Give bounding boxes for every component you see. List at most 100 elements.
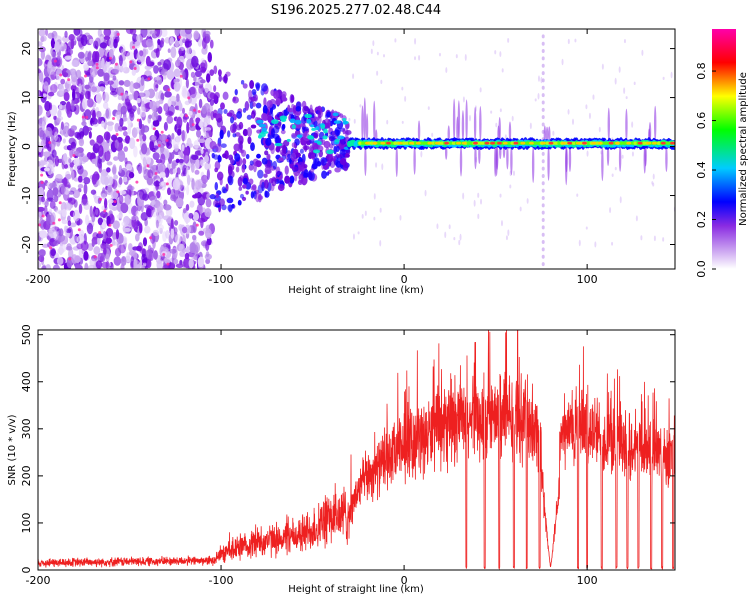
spectrogram-blob <box>116 32 120 36</box>
spectrogram-blob <box>136 34 141 42</box>
spectrogram-blob <box>44 113 48 123</box>
spectrogram-blob <box>427 141 433 145</box>
colorbar-ticks: 0.0 0.2 0.4 0.6 0.8 <box>695 62 716 278</box>
spectrogram-blob <box>105 108 110 119</box>
spectrogram-blob <box>394 38 397 43</box>
spectrogram-blob <box>137 92 146 98</box>
spectrogram-blob <box>74 131 81 139</box>
spectrogram-blob <box>142 156 147 167</box>
spectrogram-blob <box>507 37 510 43</box>
spectrogram-blob <box>171 132 175 140</box>
spectrogram-blob <box>146 29 152 37</box>
spectrogram-blob <box>277 183 285 192</box>
spectrogram-blob <box>200 79 206 84</box>
spectrogram-blob <box>291 166 298 172</box>
spectrogram-blob <box>267 115 273 123</box>
spectrogram-blob <box>76 243 83 250</box>
spectrogram-blob <box>383 54 386 58</box>
spectrogram-blob <box>86 98 94 108</box>
spectrogram-blob <box>271 176 277 187</box>
y-tick-label: 20 <box>20 42 33 56</box>
spectrogram-blob <box>118 244 126 254</box>
spectrogram-blob <box>215 143 222 153</box>
spectrogram-blob <box>91 240 95 248</box>
spectrogram-blob <box>541 85 545 90</box>
spectrogram-blob <box>41 196 46 203</box>
spectrogram-blob <box>440 141 445 145</box>
spectrogram-blob <box>247 136 252 145</box>
spectrogram-blob <box>189 200 195 208</box>
spectrogram-blob <box>166 262 170 266</box>
spectrogram-blob <box>177 128 182 136</box>
spectrogram-blob <box>65 48 74 56</box>
spectrogram-blob <box>193 30 200 40</box>
spectrogram-blob <box>149 233 156 244</box>
spectrogram-blob <box>136 97 141 104</box>
spectrogram-blob <box>63 225 68 233</box>
spectrogram-blob <box>431 141 436 145</box>
spectrogram-blob <box>38 58 43 67</box>
spectrogram-blob <box>70 100 75 112</box>
spectrogram-blob <box>342 120 348 125</box>
spectrogram-blob <box>112 75 117 81</box>
spectrogram-blob <box>545 141 550 145</box>
spectrogram-blob <box>200 149 204 155</box>
spectrogram-blob <box>125 29 134 35</box>
spectrogram-blob <box>205 129 212 138</box>
spectrogram-blob <box>568 145 572 173</box>
spectrogram-blob <box>85 115 89 119</box>
spectrogram-blob <box>206 115 212 120</box>
spectrogram-blob <box>541 203 545 208</box>
spectrogram-blob <box>344 153 350 158</box>
spectrogram-blob <box>123 79 131 87</box>
spectrogram-blob <box>55 68 62 81</box>
colorbar-tick-label: 0.2 <box>695 211 708 229</box>
spectrogram-blob <box>131 69 137 76</box>
spectrogram-blob <box>191 123 195 127</box>
spectrogram-blob <box>334 139 340 143</box>
spectrogram-blob <box>611 241 614 246</box>
spectrogram-blob <box>120 167 128 178</box>
spectrogram-blob <box>335 145 340 153</box>
spectrogram-blob <box>175 93 180 102</box>
spectrogram-blob <box>308 171 315 181</box>
spectrogram-blob <box>541 195 545 200</box>
spectrogram-blob <box>662 237 665 242</box>
spectrogram-blob <box>43 92 47 98</box>
spectrogram-blob <box>157 38 161 46</box>
spectrogram-blob <box>314 116 320 121</box>
colorbar-tick-label: 0.4 <box>695 161 708 179</box>
spectrogram-blob <box>63 177 68 187</box>
spectrogram-blob <box>631 121 634 128</box>
spectrogram-blob <box>133 222 138 232</box>
spectrogram-blob <box>381 163 384 171</box>
spectrogram-blob <box>142 134 147 142</box>
snr-panel: -200 -100 0 100 0 100 200 300 400 500 Height of … <box>7 324 676 595</box>
spectrogram-blob <box>198 159 206 164</box>
spectrogram-blob <box>194 180 202 190</box>
spectrogram-blob <box>652 173 655 180</box>
spectrogram-blob <box>41 214 45 218</box>
spectrogram-blob <box>466 141 471 145</box>
spectrogram-x-ticks: -200 -100 0 100 <box>26 29 598 286</box>
spectrogram-blob <box>448 141 453 145</box>
spectrogram-blob <box>174 40 180 48</box>
spectrogram-blob <box>79 29 83 37</box>
spectrogram-blob <box>112 220 120 230</box>
spectrogram-blob <box>541 49 545 54</box>
spectrogram-blob <box>329 158 336 169</box>
spectrogram-blob <box>50 38 56 49</box>
spectrogram-blob <box>71 254 78 264</box>
spectrogram-blob <box>183 152 190 164</box>
spectrogram-blob <box>167 88 171 92</box>
spectrogram-blob <box>448 224 451 230</box>
spectrogram-blob <box>145 249 153 260</box>
spectrogram-blob <box>175 197 184 208</box>
spectrogram-blob <box>218 198 225 207</box>
spectrogram-blob <box>83 250 89 261</box>
spectrogram-blob <box>479 105 482 142</box>
spectrogram-blob <box>478 141 483 145</box>
spectrogram-blob <box>325 162 331 168</box>
spectrogram-blob <box>174 234 182 245</box>
spectrogram-blob <box>258 132 266 138</box>
